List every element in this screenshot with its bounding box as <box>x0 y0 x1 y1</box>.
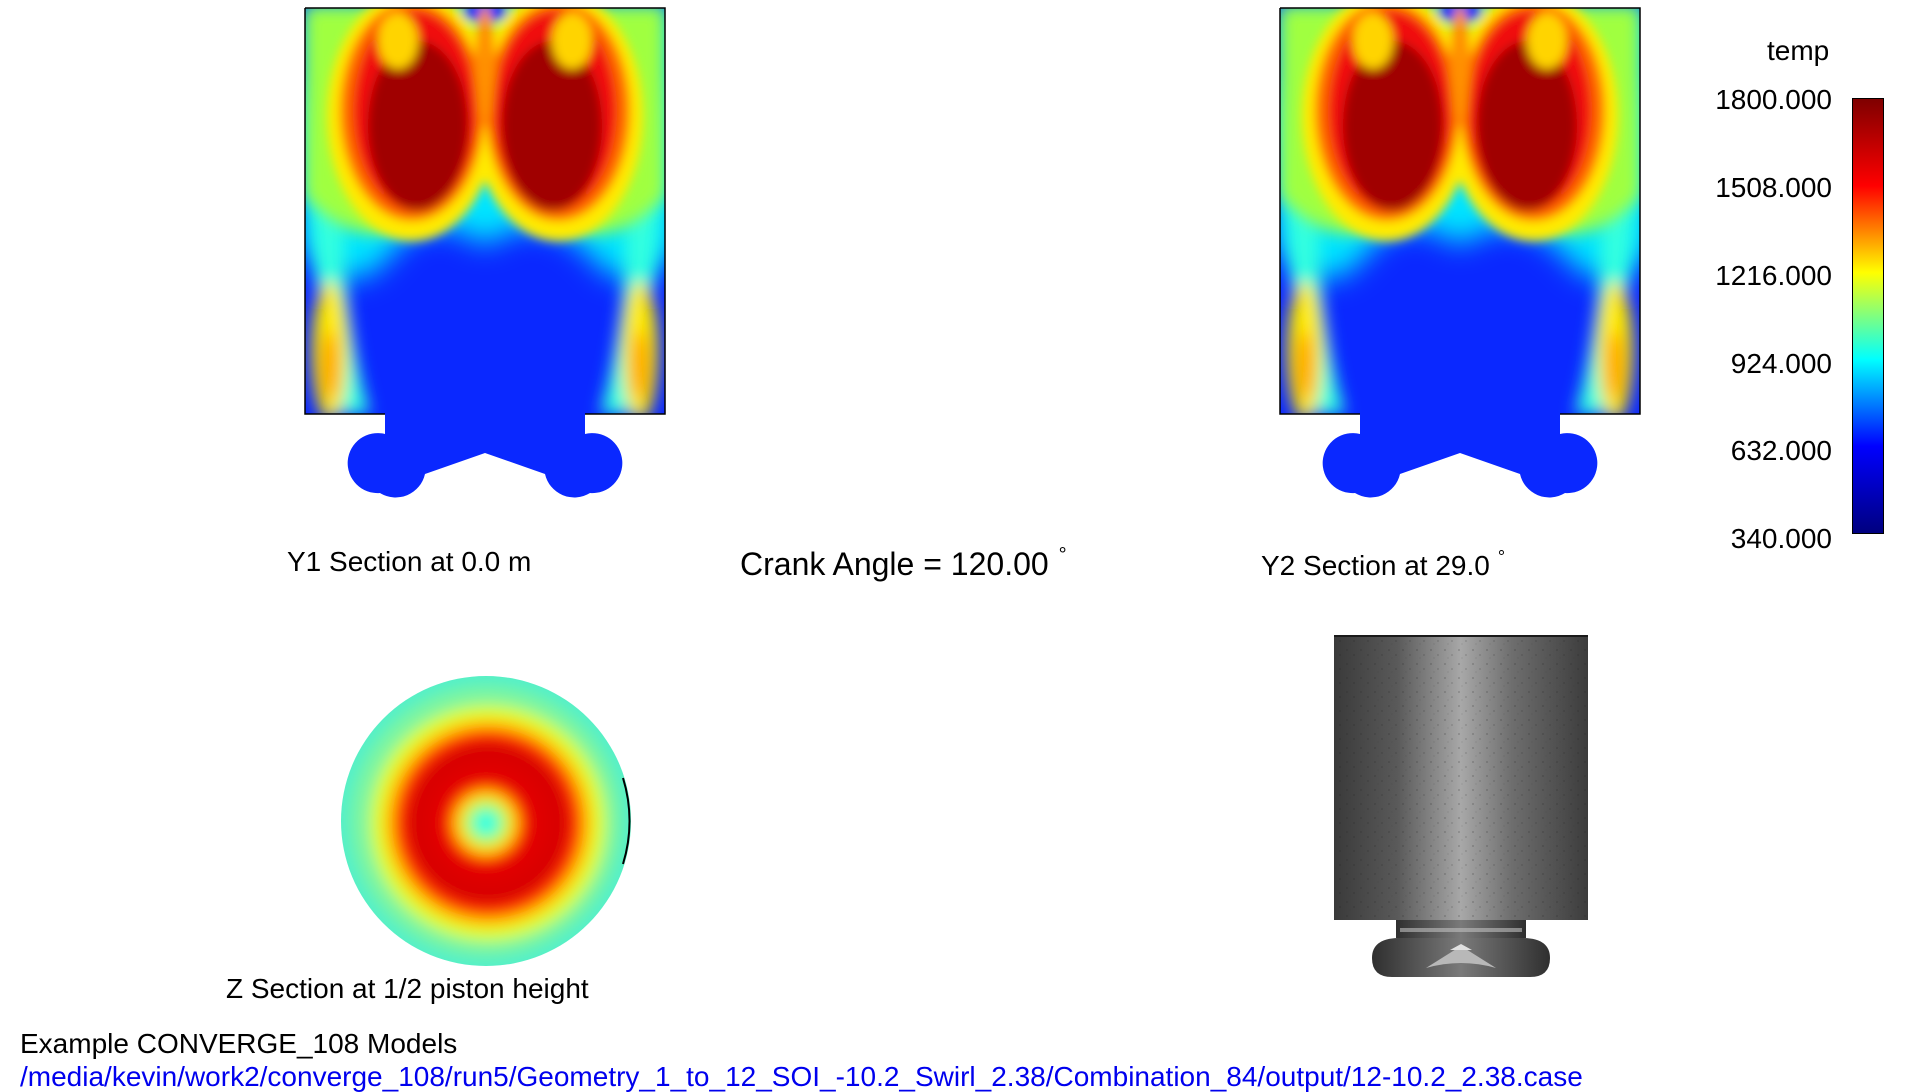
model-title: Example CONVERGE_108 Models <box>20 1028 458 1059</box>
y1-section-contour <box>304 7 666 498</box>
crank-angle-degree-symbol: ° <box>1058 544 1067 566</box>
cylinder-geometry-view <box>1334 635 1588 977</box>
z-section-contour <box>341 676 631 966</box>
legend-tick-label: 1216.000 <box>1715 260 1832 291</box>
legend-tick-label: 1508.000 <box>1715 172 1832 203</box>
legend-tick-label: 1800.000 <box>1715 84 1832 115</box>
y2-section-degree-symbol: ° <box>1497 547 1506 567</box>
legend-tick-label: 632.000 <box>1730 435 1832 466</box>
y1-section-caption: Y1 Section at 0.0 m <box>287 546 532 577</box>
case-file-path: /media/kevin/work2/converge_108/run5/Geo… <box>20 1061 1583 1092</box>
y2-section-contour <box>1279 7 1641 498</box>
crank-angle-readout: Crank Angle = 120.00 ° <box>740 545 1067 580</box>
legend-tick-label: 340.000 <box>1730 523 1832 554</box>
legend-title: temp <box>1767 35 1830 66</box>
crank-angle-text: Crank Angle = 120.00 <box>740 546 1049 582</box>
y2-section-caption-text: Y2 Section at 29.0 <box>1261 550 1490 581</box>
z-section-caption: Z Section at 1/2 piston height <box>226 973 589 1004</box>
y2-section-caption: Y2 Section at 29.0 ° <box>1261 548 1505 580</box>
legend-tick-label: 924.000 <box>1730 348 1832 379</box>
colorbar <box>1852 98 1884 534</box>
